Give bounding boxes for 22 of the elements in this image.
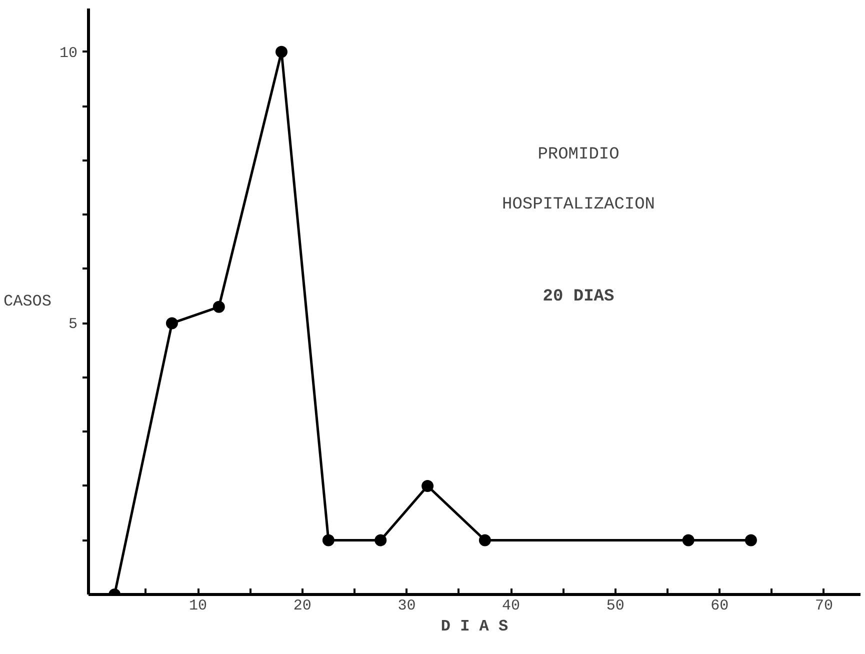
x-tick-label: 20 (293, 598, 312, 614)
point (322, 534, 334, 546)
x-tick-label: 50 (606, 598, 624, 614)
annotation: HOSPITALIZACION (502, 196, 656, 214)
x-tick-label: 40 (502, 598, 520, 614)
x-tick-label: 70 (814, 598, 833, 614)
y-tick-label: 5 (68, 316, 78, 334)
x-tick-label: 60 (710, 598, 729, 614)
point (744, 534, 757, 546)
annotation: PROMIDIO (538, 146, 620, 164)
y-axis-title: CASOS (3, 292, 52, 310)
annotation: 20 DIAS (542, 288, 614, 306)
point (478, 534, 491, 546)
point (166, 317, 178, 330)
point (374, 534, 387, 546)
point (682, 534, 694, 546)
x-tick-label: 30 (398, 598, 416, 614)
point (276, 46, 288, 58)
point (212, 300, 225, 313)
point (422, 480, 434, 492)
x-axis-title: D I A S (440, 618, 509, 636)
x-tick-label: 10 (189, 598, 208, 614)
